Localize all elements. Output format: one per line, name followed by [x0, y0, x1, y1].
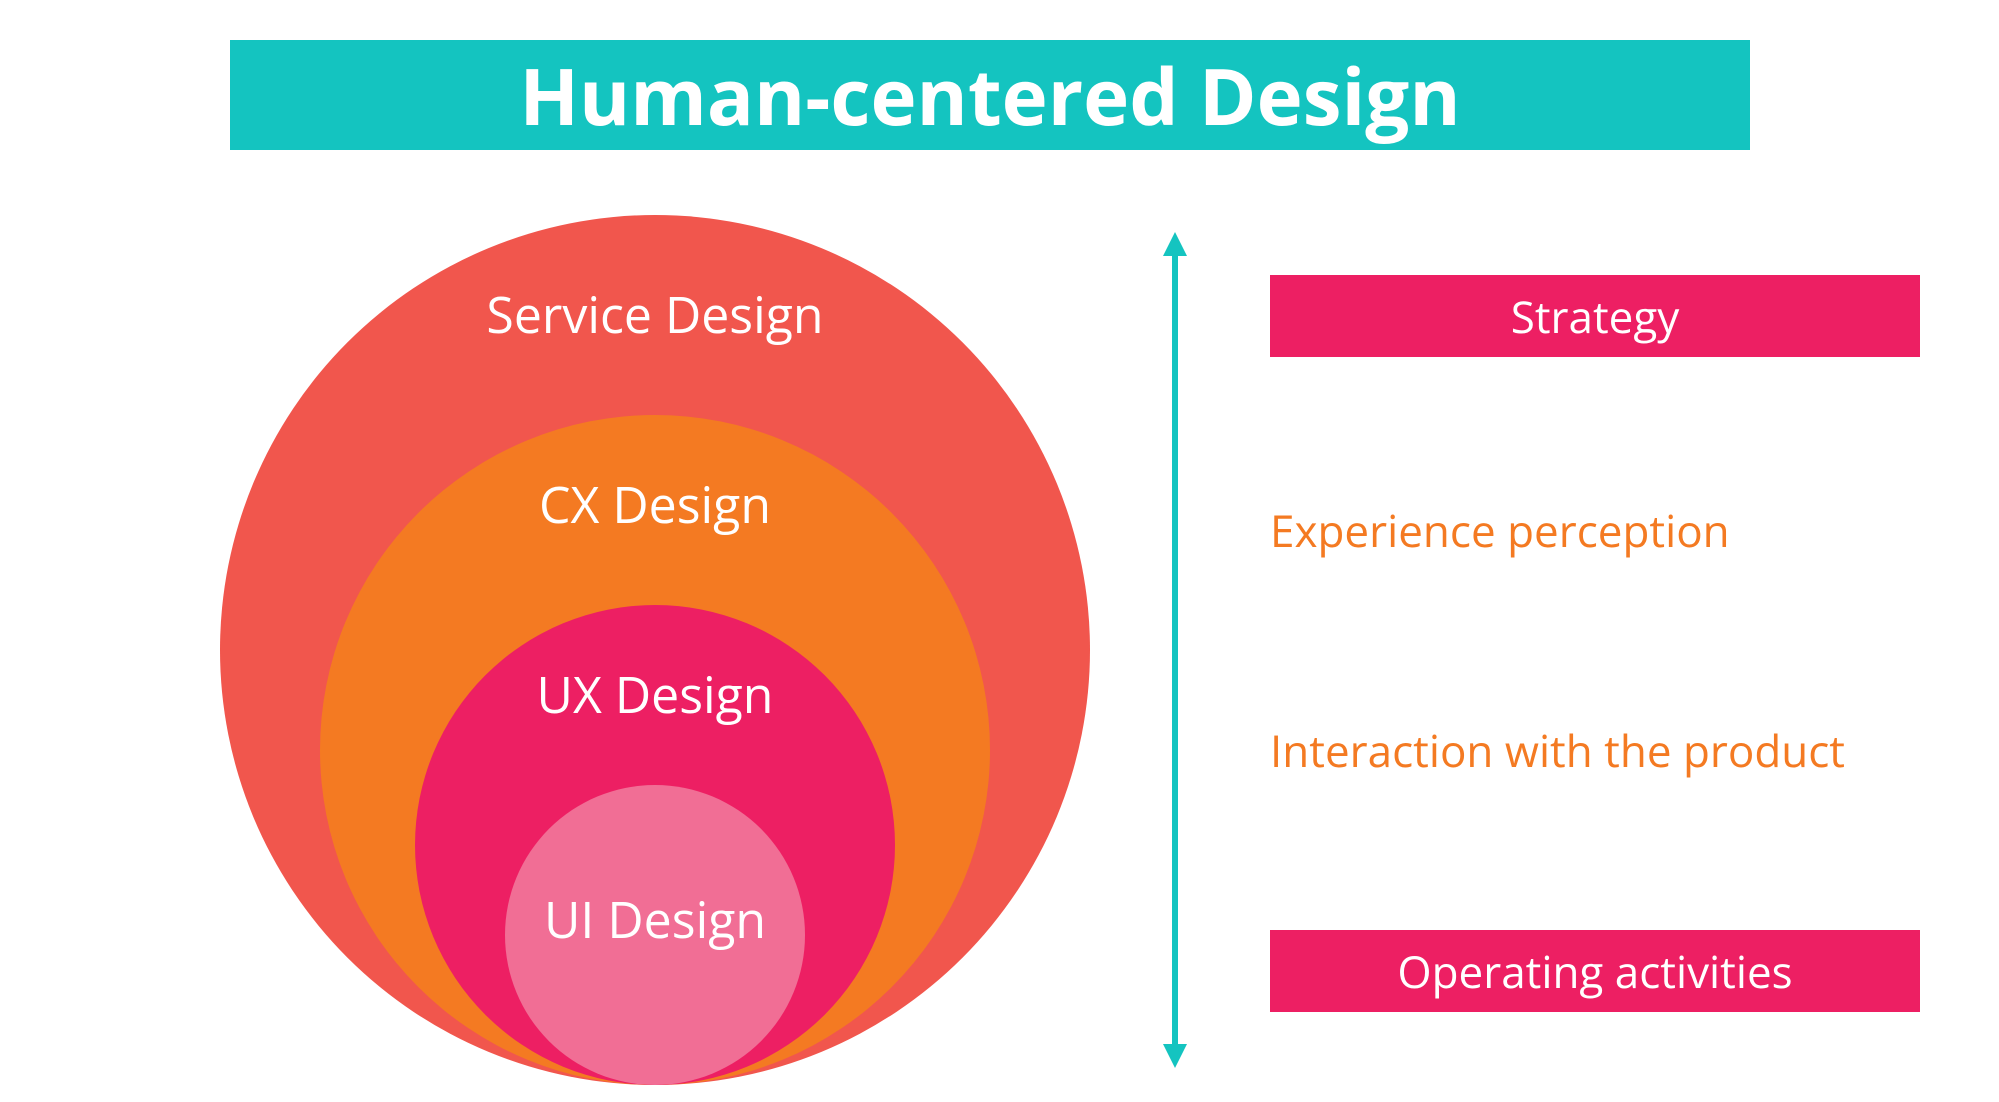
circle-label-cx-design: CX Design: [539, 470, 771, 538]
circle-label-service-design: Service Design: [486, 280, 823, 348]
title-bar: Human-centered Design: [230, 40, 1750, 150]
title-text: Human-centered Design: [519, 42, 1460, 148]
label-interaction-product: Interaction with the product: [1270, 720, 1845, 780]
nested-circles-diagram: Service Design CX Design UX Design UI De…: [215, 215, 1115, 1095]
label-strategy: Strategy: [1270, 275, 1920, 357]
arrow-icon: [1155, 230, 1195, 1070]
circle-ui-design: UI Design: [505, 785, 805, 1085]
vertical-double-arrow: [1155, 230, 1195, 1070]
right-labels-column: Strategy Experience perception Interacti…: [1230, 230, 1950, 1070]
label-operating-activities: Operating activities: [1270, 930, 1920, 1012]
label-operating-activities-text: Operating activities: [1397, 941, 1792, 1001]
circle-label-ux-design: UX Design: [537, 660, 774, 728]
circle-label-ui-design: UI Design: [544, 885, 766, 953]
label-strategy-text: Strategy: [1511, 286, 1680, 346]
label-experience-perception: Experience perception: [1270, 500, 1730, 560]
